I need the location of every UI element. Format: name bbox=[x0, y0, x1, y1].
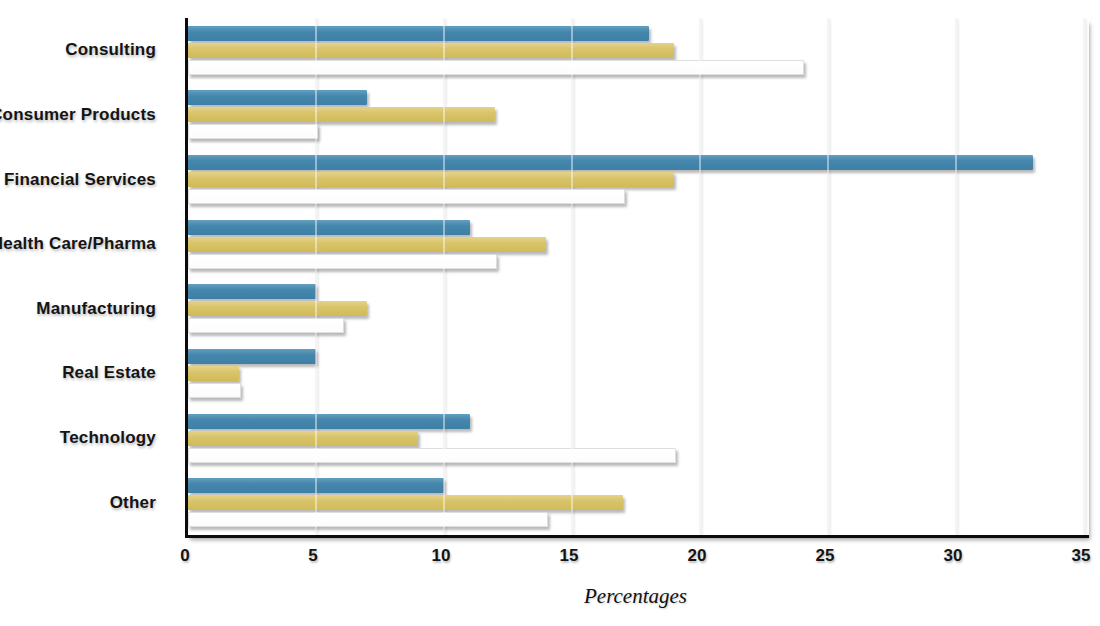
bar-series-white bbox=[188, 124, 318, 139]
bar-series-blue bbox=[188, 26, 649, 41]
bar-series-white bbox=[188, 189, 625, 204]
bar-series-blue bbox=[188, 284, 316, 299]
bar-series-gold bbox=[188, 366, 239, 381]
category-label: Manufacturing bbox=[36, 299, 156, 319]
bar-group-other bbox=[188, 470, 1089, 535]
bar-series-white bbox=[188, 318, 344, 333]
category-label: Consumer Products bbox=[0, 105, 156, 125]
x-tick-label: 35 bbox=[1072, 546, 1091, 566]
bar-series-white bbox=[188, 512, 548, 527]
bar-series-gold bbox=[188, 301, 367, 316]
bar-group-technology bbox=[188, 406, 1089, 471]
bar-series-blue bbox=[188, 349, 316, 364]
bar-group-real-estate bbox=[188, 341, 1089, 406]
category-label: Consulting bbox=[65, 40, 156, 60]
bar-series-white bbox=[188, 448, 676, 463]
bar-series-blue bbox=[188, 220, 470, 235]
category-label: Real Estate bbox=[62, 363, 156, 383]
category-axis: Consulting Consumer Products Financial Ser… bbox=[0, 18, 170, 535]
bar-group-manufacturing bbox=[188, 277, 1089, 342]
bar-group-health-care-pharma bbox=[188, 212, 1089, 277]
x-tick-label: 30 bbox=[944, 546, 963, 566]
bar-series-gold bbox=[188, 43, 674, 58]
bar-series-white bbox=[188, 60, 804, 75]
category-label: Other bbox=[110, 493, 156, 513]
plot-area bbox=[185, 18, 1089, 538]
bar-series-blue bbox=[188, 478, 444, 493]
bar-series-blue bbox=[188, 155, 1033, 170]
x-axis-title: Percentages bbox=[185, 584, 1086, 609]
category-label: Technology bbox=[60, 428, 156, 448]
x-tick-label: 25 bbox=[816, 546, 835, 566]
bar-series-gold bbox=[188, 172, 674, 187]
bar-series-gold bbox=[188, 107, 495, 122]
bar-series-white bbox=[188, 383, 241, 398]
x-tick-label: 10 bbox=[432, 546, 451, 566]
bar-series-gold bbox=[188, 495, 623, 510]
x-tick-label: 5 bbox=[308, 546, 317, 566]
bar-series-gold bbox=[188, 237, 546, 252]
bar-series-gold bbox=[188, 431, 418, 446]
bar-series-blue bbox=[188, 90, 367, 105]
bar-group-consulting bbox=[188, 18, 1089, 83]
bar-chart: Consulting Consumer Products Financial Ser… bbox=[0, 0, 1100, 626]
bar-series-white bbox=[188, 254, 497, 269]
x-tick-label: 0 bbox=[180, 546, 189, 566]
bar-group-consumer-products bbox=[188, 83, 1089, 148]
bar-series-blue bbox=[188, 414, 470, 429]
x-tick-label: 15 bbox=[560, 546, 579, 566]
x-tick-label: 20 bbox=[688, 546, 707, 566]
bar-group-financial-services bbox=[188, 147, 1089, 212]
category-label: Financial Services bbox=[4, 170, 156, 190]
category-label: Health Care/Pharma bbox=[0, 234, 156, 254]
